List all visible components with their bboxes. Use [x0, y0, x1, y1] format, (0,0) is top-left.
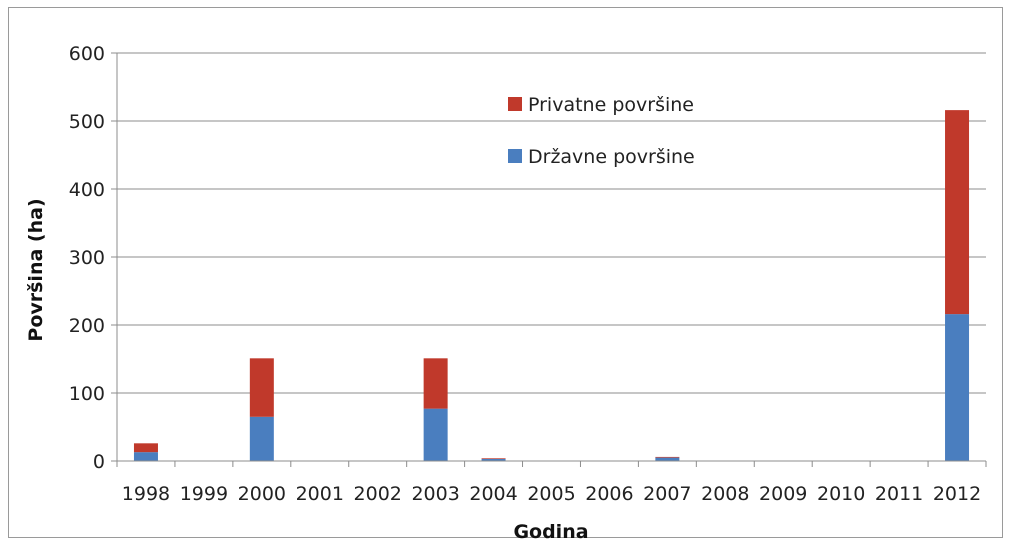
x-tick-label: 2005 — [527, 483, 575, 505]
y-tick-label: 0 — [93, 451, 105, 473]
bar-segment-drzavne — [249, 416, 274, 461]
x-tick-label: 2002 — [354, 483, 402, 505]
y-axis-title: Površina (ha) — [25, 198, 47, 341]
x-tick-label: 1998 — [122, 483, 170, 505]
x-tick-label: 2011 — [875, 483, 923, 505]
bar-segment-drzavne — [133, 452, 158, 461]
bar-segment-privatne — [481, 458, 506, 459]
chart-frame — [8, 7, 1003, 538]
x-axis-title: Godina — [513, 521, 588, 543]
x-tick-label: 2009 — [759, 483, 807, 505]
legend-swatch — [508, 149, 522, 163]
bar-segment-privatne — [133, 443, 158, 453]
y-tick-label: 200 — [69, 315, 105, 337]
legend: Privatne površine Državne površine — [508, 94, 695, 168]
bars — [133, 110, 970, 461]
x-tick-label: 2012 — [933, 483, 981, 505]
x-tick-labels: 1998 1999 2000 2001 2002 2003 2004 2005 2006 2007… — [122, 483, 981, 505]
x-tick-label: 2010 — [817, 483, 865, 505]
axes — [116, 53, 987, 467]
y-tick-label: 100 — [69, 383, 105, 405]
bar-segment-drzavne — [423, 408, 448, 461]
bar-segment-drzavne — [945, 314, 970, 461]
bar-segment-privatne — [249, 358, 274, 417]
x-tick-label: 2004 — [469, 483, 517, 505]
bar-segment-privatne — [423, 358, 448, 409]
x-tick-label: 2006 — [585, 483, 633, 505]
legend-swatch — [508, 97, 522, 111]
x-tick-label: 2003 — [411, 483, 459, 505]
x-tick-label: 2007 — [643, 483, 691, 505]
y-tick-labels: 0 100 200 300 400 500 600 — [69, 43, 105, 473]
y-tick-label: 400 — [69, 179, 105, 201]
bar-segment-drzavne — [655, 457, 680, 461]
x-tick-label: 1999 — [180, 483, 228, 505]
bar-segment-drzavne — [481, 458, 506, 461]
bar-segment-privatne — [655, 456, 680, 458]
bar-segment-privatne — [945, 110, 970, 315]
legend-label: Privatne površine — [528, 94, 694, 116]
y-tick-label: 500 — [69, 111, 105, 133]
x-tick-label: 2000 — [238, 483, 286, 505]
x-tick-label: 2008 — [701, 483, 749, 505]
x-tick-label: 2001 — [296, 483, 344, 505]
y-tick-label: 600 — [69, 43, 105, 65]
y-tick-label: 300 — [69, 247, 105, 269]
legend-label: Državne površine — [528, 146, 695, 168]
